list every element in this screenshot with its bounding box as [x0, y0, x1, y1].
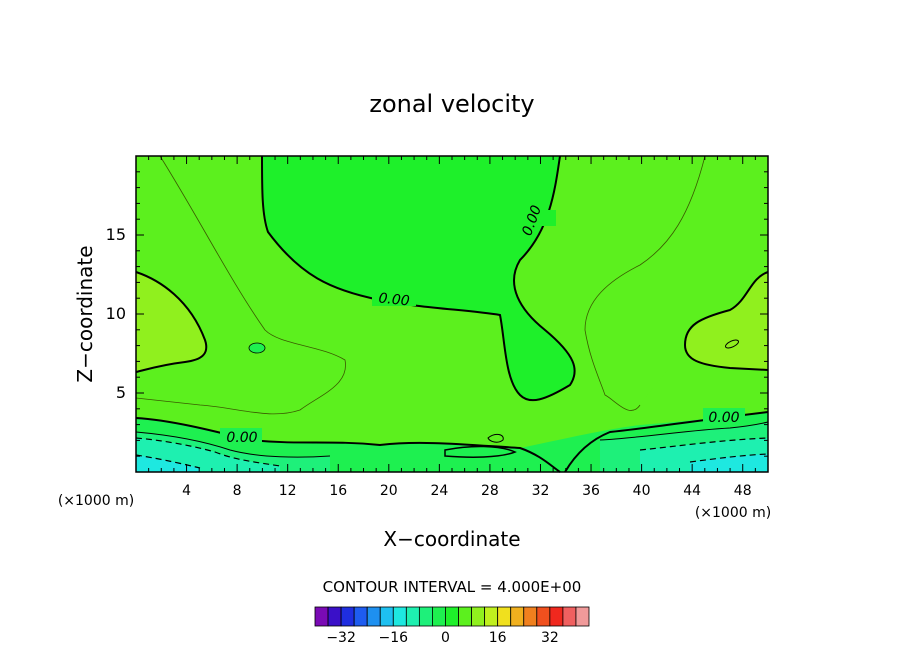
- y-tick-label: 5: [116, 383, 126, 402]
- contour-blob-lower-2: [487, 433, 504, 443]
- x-tick-label: 16: [329, 483, 347, 499]
- chart-title: zonal velocity: [369, 90, 534, 118]
- contour-neg-lower-left-3: [135, 454, 201, 469]
- contour-neg-lower-left-2: [135, 437, 281, 467]
- contour-label-bg-4: [703, 408, 745, 424]
- colorbar-ticks: −32 −16 0 16 32: [326, 630, 558, 646]
- colorbar-swatch: [432, 606, 446, 627]
- colorbar-swatch: [484, 606, 499, 627]
- contour-label-bg-3: [220, 428, 262, 444]
- field-region-center-negative: [262, 156, 575, 401]
- field-region-left-positive: [136, 272, 207, 372]
- contour-island-right: [725, 339, 739, 349]
- contour-interval-text: CONTOUR INTERVAL = 4.000E+00: [323, 578, 582, 596]
- contour-label-3: 0.00: [226, 430, 257, 446]
- contour-blob-lower-1: [444, 445, 517, 458]
- colorbar-swatch: [458, 606, 472, 627]
- colorbar-tick-label: 0: [441, 630, 450, 646]
- contour-zero-center: [261, 155, 576, 402]
- colorbar-swatch: [510, 606, 525, 627]
- colorbar-swatch: [353, 606, 368, 627]
- contour-thin-left-upper: [135, 155, 346, 415]
- colorbar-swatch: [366, 606, 381, 627]
- x-tick-label: 36: [582, 483, 600, 499]
- contour-thin-right-upper: [584, 155, 706, 411]
- contour-label-bg-1: [372, 290, 416, 306]
- contour-label-bg-2: [516, 210, 556, 226]
- x-tick-label: 12: [279, 483, 297, 499]
- colorbar-swatch: [405, 606, 420, 627]
- colorbar-swatch: [418, 606, 433, 627]
- colorbar-swatch: [575, 606, 590, 627]
- colorbar-swatch: [562, 606, 577, 627]
- colorbar-swatch: [314, 606, 329, 627]
- colorbar-tick-label: −32: [326, 630, 356, 646]
- colorbar-swatch: [379, 606, 394, 627]
- contour-neg-lower-right-1: [599, 421, 769, 441]
- y-axis-label: Z−coordinate: [73, 245, 97, 382]
- contour-zero-lower-left: [135, 417, 561, 473]
- colorbar-swatch: [327, 606, 342, 627]
- contour-zero-left: [135, 271, 208, 373]
- x-unit-right: (×1000 m): [695, 505, 771, 521]
- x-tick-label: 40: [633, 483, 651, 499]
- colorbar-swatch: [445, 606, 459, 627]
- x-axis-ticks: 4 8 12 16 20 24 28 32 36 40 44 48: [148, 156, 756, 499]
- y-tick-label: 15: [106, 225, 126, 244]
- colorbar-swatch: [523, 606, 538, 627]
- colorbar-tick-label: −16: [379, 630, 409, 646]
- x-tick-label: 20: [380, 483, 398, 499]
- contour-lines: [135, 155, 769, 473]
- contour-label-4: 0.00: [708, 410, 739, 426]
- x-axis-label: X−coordinate: [383, 527, 520, 551]
- field-region-bottom-right-negative-3: [690, 454, 768, 472]
- contour-zero-right: [683, 271, 769, 371]
- colorbar-swatch: [536, 606, 551, 627]
- field-island-left: [249, 343, 265, 353]
- x-tick-label: 44: [683, 483, 701, 499]
- colorbar-swatch: [471, 606, 486, 627]
- x-tick-label: 4: [182, 483, 191, 499]
- x-tick-label: 32: [532, 483, 550, 499]
- colorbar: [314, 606, 590, 627]
- y-tick-label: 10: [106, 304, 126, 323]
- x-unit-left: (×1000 m): [58, 493, 134, 509]
- contour-fills: [136, 156, 768, 472]
- contour-neg-lower-left-1: [135, 431, 331, 458]
- contour-neg-lower-right-2: [639, 437, 769, 451]
- contour-neg-lower-right-3: [689, 453, 769, 463]
- colorbar-tick-label: 32: [541, 630, 559, 646]
- field-region-right-upper: [585, 156, 768, 411]
- contour-island-left: [248, 342, 266, 354]
- colorbar-swatch: [549, 606, 564, 627]
- colorbar-tick-label: 16: [489, 630, 507, 646]
- field-region-bottom-negative-3: [136, 455, 200, 472]
- x-tick-label: 24: [430, 483, 448, 499]
- y-axis-ticks: 5 10 15: [106, 171, 768, 457]
- x-tick-label: 8: [233, 483, 242, 499]
- contour-label-1: 0.00: [378, 290, 411, 309]
- colorbar-swatch: [340, 606, 355, 627]
- colorbar-swatch: [497, 606, 512, 627]
- x-tick-label: 48: [734, 483, 752, 499]
- colorbar-swatch: [392, 606, 407, 627]
- field-region-right-positive: [685, 272, 768, 370]
- x-tick-label: 28: [481, 483, 499, 499]
